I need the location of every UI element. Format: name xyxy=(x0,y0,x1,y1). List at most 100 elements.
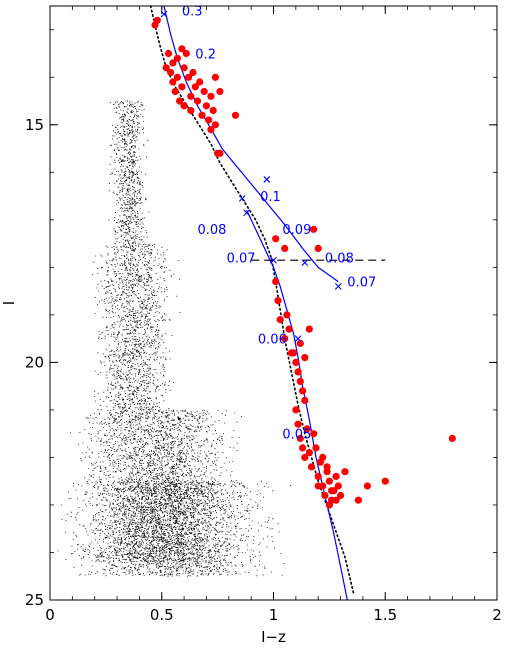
x-axis-title: I−z xyxy=(261,628,286,646)
member-point xyxy=(310,430,318,438)
member-point xyxy=(294,368,302,376)
member-point xyxy=(178,83,186,91)
member-point xyxy=(153,16,161,24)
x-tick-label: 1.5 xyxy=(373,606,397,624)
member-point xyxy=(334,482,342,490)
annotation-label: 0.09 xyxy=(282,223,311,238)
member-point xyxy=(180,64,188,72)
mass-marker xyxy=(243,209,251,217)
member-point xyxy=(189,68,197,77)
y-tick-label: 15 xyxy=(25,116,44,134)
x-tick-label: 0 xyxy=(45,606,55,624)
member-point xyxy=(305,325,313,333)
member-point xyxy=(202,102,210,110)
member-point xyxy=(164,49,173,58)
solid-curve-2 xyxy=(246,210,348,601)
curves-layer xyxy=(149,5,386,601)
member-point xyxy=(307,463,316,471)
member-point xyxy=(325,477,333,485)
member-point xyxy=(272,278,280,286)
plot-frame xyxy=(49,5,498,601)
member-point xyxy=(292,406,300,414)
member-point xyxy=(180,102,188,110)
member-point xyxy=(301,396,309,404)
mass-marker xyxy=(301,259,309,266)
annotations-layer: 0.30.20.10.090.080.070.080.070.060.05 xyxy=(182,5,376,443)
field-star-dots xyxy=(57,100,291,577)
dotted-curve xyxy=(149,5,355,597)
annotation-label: 0.3 xyxy=(182,5,203,20)
member-point xyxy=(274,297,282,305)
member-point xyxy=(185,73,193,81)
member-point xyxy=(325,501,333,509)
member-point xyxy=(276,316,284,324)
x-tick-label: 1 xyxy=(269,606,279,624)
member-point xyxy=(310,225,318,233)
member-point xyxy=(312,444,320,452)
y-tick-label: 25 xyxy=(25,591,44,609)
member-point xyxy=(211,121,219,129)
annotation-label: 0.06 xyxy=(258,332,287,347)
member-point xyxy=(296,434,304,442)
mass-marker xyxy=(238,195,246,202)
member-point xyxy=(296,377,304,385)
member-point xyxy=(162,64,170,72)
member-point xyxy=(303,425,311,433)
member-point xyxy=(209,106,217,115)
member-point xyxy=(171,87,179,96)
member-point xyxy=(381,477,389,485)
member-point xyxy=(290,349,298,357)
members-layer xyxy=(151,16,456,509)
mass-marker xyxy=(294,335,302,343)
member-point xyxy=(207,92,215,100)
member-point xyxy=(207,126,215,134)
member-point xyxy=(187,106,195,115)
annotation-label: 0.05 xyxy=(282,427,311,442)
annotation-label: 0.08 xyxy=(198,223,227,238)
mass-marker xyxy=(263,176,271,183)
member-point xyxy=(173,73,181,81)
annotation-label: 0.2 xyxy=(195,47,216,62)
member-point xyxy=(283,311,291,319)
mass-marker xyxy=(270,256,277,264)
member-point xyxy=(301,354,309,362)
member-point xyxy=(314,482,322,490)
member-point xyxy=(176,97,184,105)
member-point xyxy=(314,472,322,480)
member-point xyxy=(205,116,213,124)
member-point xyxy=(231,111,240,119)
member-point xyxy=(341,468,349,476)
annotation-label: 0.07 xyxy=(227,252,256,267)
member-point xyxy=(281,335,289,343)
member-point xyxy=(167,68,175,77)
mass-marker xyxy=(334,282,342,290)
member-point xyxy=(328,487,336,495)
member-point xyxy=(321,491,329,500)
member-point xyxy=(211,73,219,81)
mass-markers-layer xyxy=(160,10,342,343)
member-point xyxy=(173,54,181,62)
member-point xyxy=(363,482,371,490)
annotation-label: 0.07 xyxy=(347,275,376,290)
field-stars-layer xyxy=(57,100,291,577)
member-point xyxy=(193,97,202,105)
x-tick-label: 0.5 xyxy=(150,606,174,624)
member-point xyxy=(169,59,177,67)
member-point xyxy=(285,325,293,333)
axes-layer: 0 0.5 1 1.5 2 15 20 25 xyxy=(25,6,502,624)
x-tick-label: 2 xyxy=(492,606,502,624)
member-point xyxy=(281,244,289,252)
member-point xyxy=(200,87,208,96)
member-point xyxy=(301,453,309,461)
member-point xyxy=(178,45,186,53)
member-point xyxy=(299,444,307,452)
member-point xyxy=(182,49,190,58)
member-point xyxy=(332,496,340,504)
member-point xyxy=(314,244,322,252)
member-point xyxy=(296,339,304,347)
member-point xyxy=(294,420,302,428)
member-point xyxy=(354,496,362,504)
annotation-label: 0.1 xyxy=(260,190,281,205)
member-point xyxy=(337,491,345,500)
